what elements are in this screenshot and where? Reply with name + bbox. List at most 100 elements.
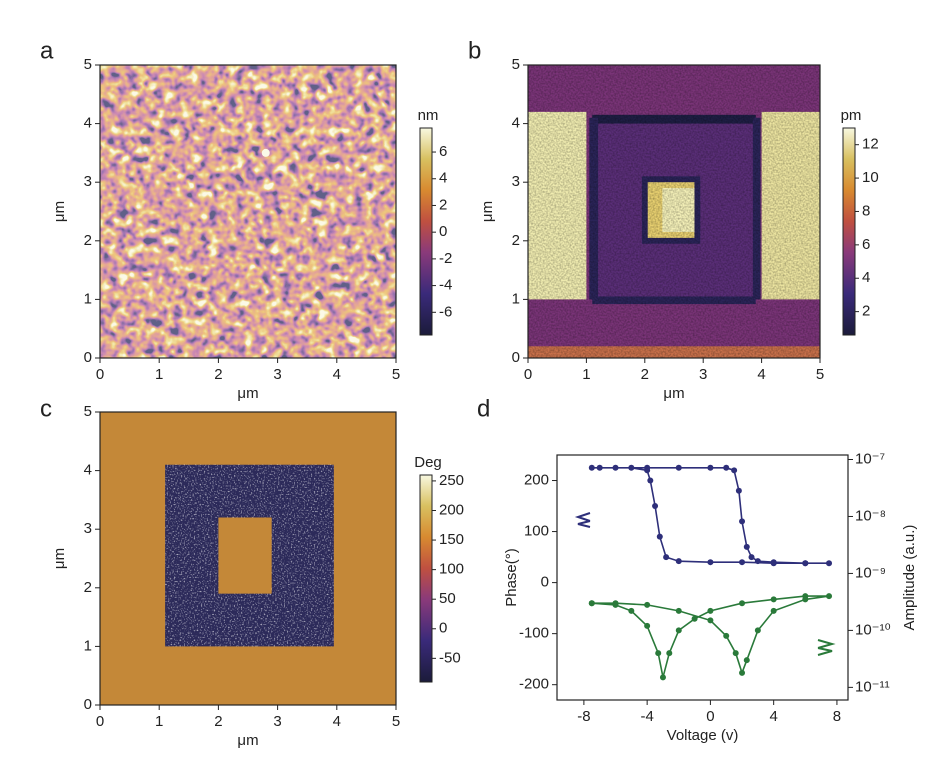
domain-region [218,517,272,594]
data-point [770,607,777,614]
axes-frame [99,411,397,706]
data-point [754,627,761,634]
data-point [739,518,746,525]
x-tick-label: 4 [769,708,777,725]
y-tick-label: 2 [512,232,520,249]
y-tick-label: 1 [512,290,520,307]
data-point [731,467,738,474]
y2-tick-label: 10⁻⁸ [855,507,886,524]
data-point [707,559,714,566]
colorbar-tick-label: 0 [439,620,447,637]
data-point [748,554,755,561]
y-tick-label: 0 [84,349,92,366]
x-tick-label: 4 [757,366,765,383]
colorbar-tick-label: 4 [439,170,447,187]
colorbar [419,474,433,683]
arrow-marker [817,639,836,656]
x-tick-label: 2 [214,713,222,730]
data-point [666,650,673,657]
data-point [770,560,777,567]
y2-tick-label: 10⁻⁷ [855,450,885,467]
colorbar-tick-label: 10 [862,169,879,186]
axes-frame [527,64,821,359]
colorbar-tick-label: -4 [439,277,452,294]
x-tick-label: 4 [333,713,341,730]
data-point [612,600,619,607]
data-point [743,543,750,550]
data-point [675,607,682,614]
data-point [596,464,603,471]
data-point [644,467,651,474]
data-point [644,601,651,608]
y-tick-label: 100 [524,523,549,540]
x-tick-label: 2 [214,366,222,383]
data-point [735,487,742,494]
data-point [802,596,809,603]
x-tick-label: 0 [96,713,104,730]
colorbar-tick-label: 0 [439,223,447,240]
x-axis-label: μm [237,385,258,402]
colorbar-tick-label: 6 [439,143,447,160]
data-point [739,600,746,607]
y-tick-label: 4 [84,462,92,479]
panel-label: a [40,37,54,64]
particle [261,148,270,157]
panel-label: b [468,37,481,64]
data-point [588,464,595,471]
colorbar [842,127,856,336]
series-line [591,595,830,678]
colorbar-tick-label: 250 [439,472,464,489]
data-point [675,464,682,471]
y2-tick-label: 10⁻¹⁰ [855,621,891,638]
colorbar-label: pm [841,107,862,124]
colorbar-tick-label: -2 [439,250,452,267]
x-tick-label: 3 [273,366,281,383]
data-point [675,627,682,634]
data-point [612,464,619,471]
y2-tick-label: 10⁻¹¹ [855,678,890,695]
x-tick-label: 4 [333,366,341,383]
y-tick-label: 4 [84,115,92,132]
axes-frame [99,64,397,359]
y-axis-label: Phase(°) [503,548,520,607]
colorbar [419,127,433,336]
data-point [723,464,730,471]
y2-tick-label: 10⁻⁹ [855,564,886,581]
data-point [644,622,651,629]
data-point [802,560,809,567]
x-tick-label: 5 [392,366,400,383]
y-tick-label: 0 [512,349,520,366]
x-axis-label: μm [663,385,684,402]
image [100,412,396,705]
y-tick-label: 5 [84,56,92,73]
colorbar-tick-label: 200 [439,501,464,518]
colorbar-tick-label: 100 [439,561,464,578]
panel-label: c [40,395,52,422]
colorbar-tick-label: 4 [862,269,870,286]
x-tick-label: 0 [706,708,714,725]
x-tick-label: 0 [96,366,104,383]
data-point [628,464,635,471]
x-tick-label: -4 [640,708,653,725]
y2-axis-label: Amplitude (a.u.) [901,525,918,631]
panel-label: d [477,395,490,422]
data-point [739,559,746,566]
data-point [675,558,682,565]
x-tick-label: 5 [816,366,824,383]
image [528,65,820,358]
topography-image [100,65,396,358]
y-axis-label: μm [479,201,496,222]
x-tick-label: 0 [524,366,532,383]
y-tick-label: 1 [84,290,92,307]
y-tick-label: 1 [84,637,92,654]
y-tick-label: 3 [84,520,92,537]
y-tick-label: 3 [84,173,92,190]
x-tick-label: 3 [699,366,707,383]
data-point [647,477,654,484]
y-tick-label: -200 [519,676,549,693]
data-point [770,596,777,603]
data-point [663,554,670,561]
y-tick-label: 0 [84,696,92,713]
x-axis-label: μm [237,732,258,749]
colorbar-tick-label: 6 [862,236,870,253]
